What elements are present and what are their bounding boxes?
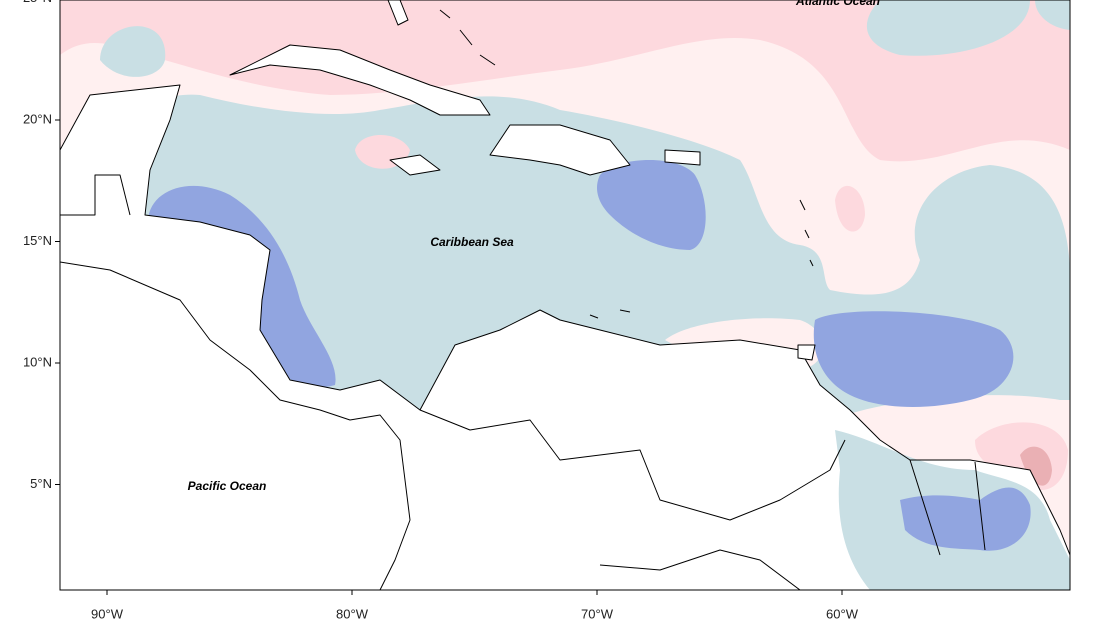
lat-tick-label: 25°N [23, 0, 52, 5]
lon-tick-label: 80°W [336, 606, 369, 621]
border [419, 409, 846, 521]
place-label: Caribbean Sea [430, 235, 514, 249]
plot-area [60, 0, 1070, 590]
anomaly-darkpink [1020, 446, 1052, 486]
lat-tick-label: 5°N [30, 476, 52, 491]
lat-tick-label: 15°N [23, 233, 52, 248]
anomaly-blue [900, 487, 1031, 551]
anomaly-pink [835, 185, 865, 232]
lat-tick-label: 10°N [23, 354, 52, 369]
anomaly-pink [60, 0, 1070, 162]
island-cuba [229, 44, 491, 116]
island-trinidad [797, 344, 816, 361]
plot-frame [59, 0, 1071, 591]
border [60, 174, 131, 216]
land-pacific [60, 85, 1070, 590]
anomaly-lightblue [100, 26, 166, 77]
place-label: Atlantic Ocean [795, 0, 880, 8]
small-islands [439, 9, 814, 319]
lon-tick-label: 60°W [826, 606, 859, 621]
coastline [60, 84, 1070, 556]
island-hispaniola [489, 124, 631, 176]
lat-tick-label: 20°N [23, 111, 52, 126]
anomaly-lightblue [1035, 0, 1070, 30]
island-puerto-rico [664, 149, 701, 166]
anomaly-blue [813, 311, 1014, 407]
anomaly-blue [597, 160, 706, 250]
land-florida [387, 0, 409, 26]
place-label: Pacific Ocean [188, 479, 267, 493]
border [599, 459, 986, 590]
anomaly-lightblue [866, 0, 1030, 56]
lon-tick-label: 70°W [581, 606, 614, 621]
coastline [60, 261, 411, 590]
island-jamaica [389, 154, 441, 176]
lon-tick-label: 90°W [91, 606, 124, 621]
